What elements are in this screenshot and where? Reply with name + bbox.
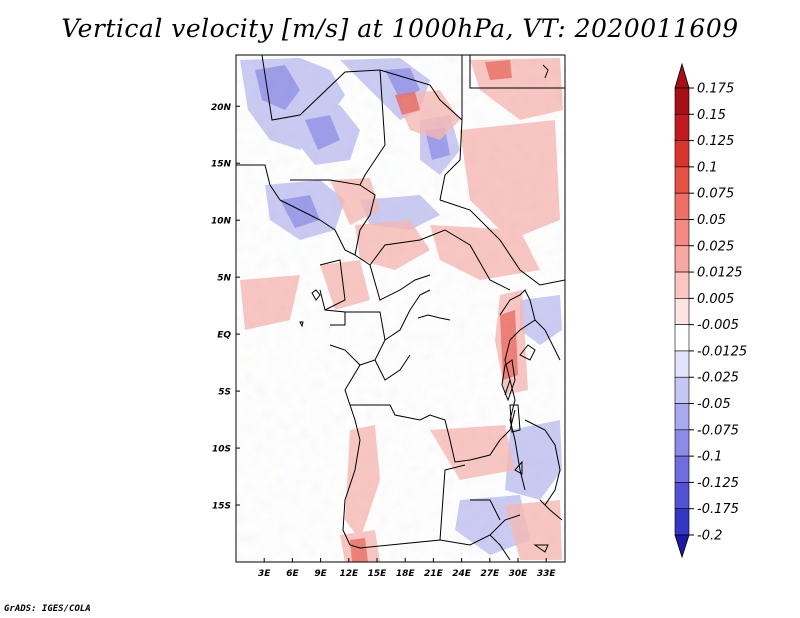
- colorbar-bottom-arrow: [674, 534, 690, 559]
- colorbar-segment: [674, 271, 690, 299]
- colorbar-label: -0.125: [697, 476, 739, 491]
- colorbar-segment: [674, 429, 690, 457]
- colorbar-segment: [674, 350, 690, 378]
- colorbar-label: 0.025: [697, 239, 734, 254]
- country-borders: [236, 55, 565, 561]
- colorbar-label: 0.075: [697, 187, 734, 202]
- colorbar-label: 0.005: [697, 292, 734, 307]
- lon-tick-label: 24E: [452, 569, 472, 579]
- colorbar-label: -0.175: [697, 502, 739, 517]
- colorbar-segment: [674, 455, 690, 483]
- lon-tick-label: 33E: [537, 569, 557, 579]
- lon-tick-label: 15E: [368, 569, 388, 579]
- lon-tick-label: 6E: [286, 569, 299, 579]
- colorbar-segment: [674, 298, 690, 325]
- colorbar-label: 0.0125: [697, 266, 743, 281]
- colorbar-label: 0.175: [697, 82, 734, 97]
- lon-tick-label: 9E: [314, 569, 327, 579]
- lon-tick-label: 18E: [396, 569, 416, 579]
- colorbar-segment: [674, 219, 690, 247]
- lat-tick-label: 20N: [211, 103, 232, 113]
- colorbar-label: 0.05: [697, 213, 726, 228]
- colorbar-segment: [674, 166, 690, 194]
- colorbar-label: 0.15: [697, 108, 726, 123]
- colorbar-label: -0.1: [697, 450, 722, 465]
- colorbar-segment: [674, 192, 690, 220]
- lon-tick-label: 12E: [339, 569, 359, 579]
- colorbar-segment: [674, 482, 690, 510]
- colorbar-label: -0.025: [697, 371, 739, 386]
- lon-tick-label: 30E: [509, 569, 529, 579]
- colorbar-label: 0.125: [697, 134, 734, 149]
- lat-tick-label: 15N: [211, 160, 232, 170]
- colorbar-segment: [674, 113, 690, 141]
- colorbar-segment: [674, 376, 690, 404]
- lat-tick-label: 10S: [212, 445, 231, 455]
- colorbar-segment: [674, 324, 690, 352]
- colorbar-segment: [674, 403, 690, 431]
- lon-tick-label: 27E: [480, 569, 500, 579]
- colorbar-segment: [674, 508, 690, 536]
- colorbar-labels: 0.175 0.15 0.125 0.1 0.075 0.05 0.025 0.0125 0.0…: [689, 82, 747, 544]
- colorbar-label: -0.2: [697, 529, 722, 544]
- colorbar-label: 0.1: [697, 160, 718, 175]
- colorbar: [674, 62, 690, 559]
- lon-tick-label: 21E: [424, 569, 444, 579]
- footer-credit: GrADS: IGES/COLA: [4, 604, 91, 614]
- colorbar-label: -0.0125: [697, 344, 747, 359]
- colorbar-label: -0.075: [697, 423, 739, 438]
- latitude-axis: 20N 15N 10N 5N EQ 5S 10S 15S: [211, 103, 240, 512]
- colorbar-label: -0.05: [697, 397, 731, 412]
- velocity-field: [236, 55, 565, 562]
- colorbar-segment: [674, 245, 690, 273]
- plot-frame: [235, 54, 566, 563]
- colorbar-segment: [674, 87, 690, 115]
- lat-tick-label: 10N: [211, 217, 232, 227]
- lat-tick-label: 5S: [218, 388, 231, 398]
- colorbar-label: -0.005: [697, 318, 739, 333]
- lon-tick-label: 3E: [258, 569, 271, 579]
- colorbar-segment: [674, 140, 690, 168]
- lat-tick-label: 5N: [217, 274, 231, 284]
- colorbar-top-arrow: [674, 62, 690, 89]
- map-title: Vertical velocity [m/s] at 1000hPa, VT: …: [61, 14, 739, 43]
- longitude-axis: 3E 6E 9E 12E 15E 18E 21E 24E 27E 30E 33E: [258, 558, 556, 579]
- lat-tick-label: 15S: [212, 502, 231, 512]
- lat-tick-label: EQ: [217, 331, 231, 341]
